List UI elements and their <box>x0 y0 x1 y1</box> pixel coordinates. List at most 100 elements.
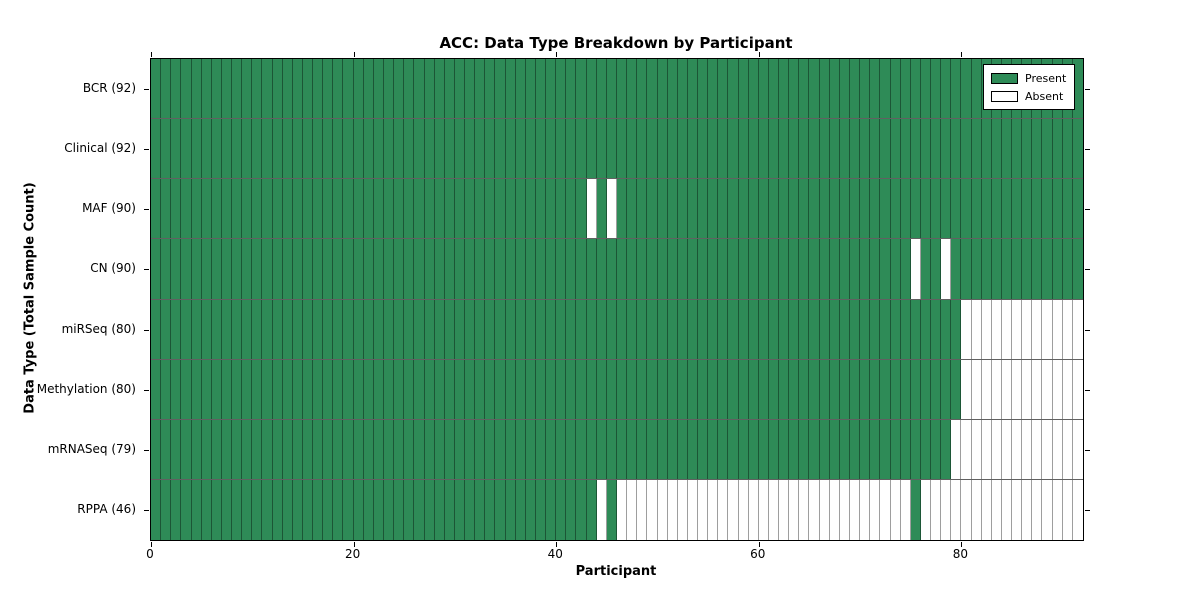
cell-present <box>586 299 597 359</box>
cell-present <box>829 59 840 119</box>
x-tick-mark <box>758 542 760 547</box>
x-tick-label: 40 <box>547 547 563 561</box>
cell-present <box>566 179 577 239</box>
cell-present <box>900 59 911 119</box>
x-tick-mark <box>556 542 558 547</box>
cell-present <box>201 59 212 119</box>
cell-present <box>353 119 364 179</box>
cell-present <box>181 479 192 540</box>
cell-present <box>951 299 962 359</box>
cell-present <box>262 479 273 540</box>
cell-present <box>900 119 911 179</box>
cell-present <box>748 119 759 179</box>
cell-absent <box>1062 359 1073 419</box>
x-tick-label: 20 <box>344 547 361 561</box>
cell-present <box>495 359 506 419</box>
cell-absent <box>860 479 871 540</box>
cell-present <box>373 59 384 119</box>
cell-present <box>1012 239 1023 299</box>
y-tick-label: mRNASeq (79) <box>47 441 136 456</box>
cell-present <box>201 419 212 479</box>
cell-present <box>576 479 587 540</box>
cell-absent <box>758 479 769 540</box>
cell-present <box>870 419 881 479</box>
cell-present <box>515 119 526 179</box>
cell-present <box>596 179 607 239</box>
cell-present <box>191 359 202 419</box>
cell-present <box>434 359 445 419</box>
cell-present <box>819 179 830 239</box>
cell-present <box>971 119 982 179</box>
cell-present <box>698 239 709 299</box>
cell-present <box>353 479 364 540</box>
cell-present <box>617 179 628 239</box>
cell-present <box>1022 179 1033 239</box>
cell-present <box>880 359 891 419</box>
cell-present <box>161 239 172 299</box>
cell-present <box>262 119 273 179</box>
legend-label: Absent <box>1025 89 1064 103</box>
cell-present <box>758 59 769 119</box>
cell-present <box>384 119 395 179</box>
cell-present <box>384 179 395 239</box>
cell-absent <box>1072 479 1083 540</box>
cell-absent <box>617 479 628 540</box>
cell-present <box>839 179 850 239</box>
cell-present <box>171 59 182 119</box>
cell-present <box>161 419 172 479</box>
cell-absent <box>1032 419 1043 479</box>
cell-absent <box>1072 299 1083 359</box>
cell-present <box>758 239 769 299</box>
cell-present <box>191 479 202 540</box>
y-tick-mark <box>144 269 149 271</box>
cell-present <box>728 59 739 119</box>
cell-present <box>718 419 729 479</box>
cell-present <box>596 419 607 479</box>
cell-present <box>292 479 303 540</box>
y-tick-label: Methylation (80) <box>36 381 136 396</box>
cell-absent <box>1062 419 1073 479</box>
cell-present <box>596 59 607 119</box>
cell-present <box>211 59 222 119</box>
cell-present <box>698 299 709 359</box>
cell-present <box>657 59 668 119</box>
cell-present <box>485 479 496 540</box>
cell-present <box>900 359 911 419</box>
cell-present <box>323 119 334 179</box>
cell-present <box>829 239 840 299</box>
cell-present <box>991 119 1002 179</box>
cell-present <box>789 359 800 419</box>
cell-absent <box>1022 419 1033 479</box>
cell-present <box>495 419 506 479</box>
cell-absent <box>799 479 810 540</box>
cell-present <box>252 359 263 419</box>
cell-present <box>617 239 628 299</box>
cell-present <box>809 119 820 179</box>
cell-present <box>1022 119 1033 179</box>
cell-present <box>860 239 871 299</box>
cell-present <box>860 59 871 119</box>
cell-present <box>667 119 678 179</box>
cell-present <box>525 299 536 359</box>
cell-present <box>323 359 334 419</box>
y-tick-mark <box>144 449 149 451</box>
cell-present <box>617 419 628 479</box>
y-tick-label: RPPA (46) <box>77 501 136 516</box>
cell-present <box>454 239 466 299</box>
cell-present <box>151 59 162 119</box>
cell-present <box>586 239 597 299</box>
cell-present <box>495 299 506 359</box>
cell-present <box>880 239 891 299</box>
cell-present <box>181 299 192 359</box>
cell-present <box>890 179 901 239</box>
cell-present <box>363 239 374 299</box>
cell-present <box>900 419 911 479</box>
cell-present <box>718 239 729 299</box>
legend-item-present: Present <box>991 69 1067 87</box>
cell-present <box>880 179 891 239</box>
cell-absent <box>606 179 617 239</box>
cell-present <box>667 239 678 299</box>
cell-present <box>292 359 303 419</box>
cell-present <box>566 359 577 419</box>
cell-present <box>890 299 901 359</box>
